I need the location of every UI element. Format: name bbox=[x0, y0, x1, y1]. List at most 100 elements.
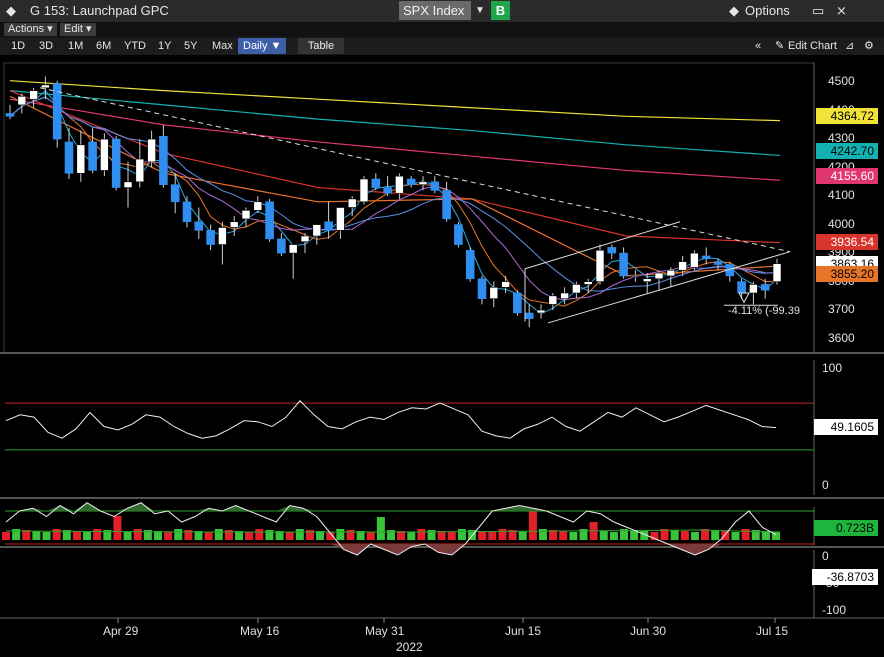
candle-body bbox=[206, 230, 215, 245]
volume-bar bbox=[630, 530, 639, 540]
volume-bar bbox=[336, 529, 345, 540]
volume-bar bbox=[316, 531, 325, 540]
range-3d[interactable]: 3D bbox=[39, 40, 54, 52]
price-label: 3936.54 bbox=[816, 234, 878, 250]
volume-bar bbox=[143, 530, 152, 540]
period-dropdown[interactable]: Daily ▼ bbox=[238, 38, 286, 54]
volume-bar bbox=[741, 529, 750, 540]
volume-bar bbox=[690, 532, 699, 540]
rsi-axis-100: 100 bbox=[822, 361, 843, 375]
volume-bar bbox=[133, 529, 142, 540]
volume-bar bbox=[478, 531, 487, 540]
volume-bar bbox=[447, 532, 456, 540]
candle-body bbox=[737, 281, 746, 294]
volume-bar bbox=[457, 529, 466, 540]
volume-bar bbox=[245, 532, 254, 540]
volume-bar bbox=[437, 531, 446, 540]
volume-bar bbox=[366, 532, 375, 540]
candle-body bbox=[371, 178, 381, 188]
price-tick: 4100 bbox=[828, 188, 855, 203]
volume-bar bbox=[113, 516, 122, 540]
range-toolbar bbox=[0, 37, 884, 55]
candle-body bbox=[265, 201, 274, 240]
volume-bar bbox=[42, 532, 51, 540]
close-icon[interactable]: ⨯ bbox=[836, 3, 847, 18]
chart-settings-icon[interactable]: ⊿ bbox=[845, 40, 855, 52]
candle-body bbox=[595, 249, 605, 282]
range-1m[interactable]: 1M bbox=[68, 40, 84, 52]
candle-body bbox=[100, 138, 109, 171]
edit-label: Edit bbox=[64, 23, 83, 35]
range-ytd[interactable]: YTD bbox=[124, 40, 146, 52]
osc-oversold-fill bbox=[6, 502, 776, 511]
price-panel-frame bbox=[3, 62, 815, 354]
x-tick-may16: May 16 bbox=[240, 624, 280, 638]
volume-bar bbox=[731, 532, 740, 540]
volume-bar bbox=[174, 529, 183, 540]
range-5y[interactable]: 5Y bbox=[184, 40, 198, 52]
chart-menu-icon[interactable]: ⚙ bbox=[864, 40, 874, 52]
candle-body bbox=[300, 235, 310, 242]
volume-bar bbox=[488, 532, 497, 540]
volume-bar bbox=[640, 531, 649, 540]
osc-overbought-fill bbox=[6, 544, 776, 555]
volume-bar bbox=[761, 531, 770, 540]
volume-bar bbox=[93, 529, 102, 540]
range-6m[interactable]: 6M bbox=[96, 40, 112, 52]
volume-bar bbox=[518, 531, 527, 540]
edit-menu[interactable]: Edit ▾ bbox=[60, 23, 96, 36]
volume-bar bbox=[427, 530, 436, 540]
volume-bar bbox=[52, 529, 61, 540]
chart-area[interactable] bbox=[0, 55, 884, 657]
short-moving-average-line bbox=[9, 96, 778, 292]
x-tick-jun30: Jun 30 bbox=[630, 624, 667, 638]
candle-body bbox=[88, 141, 97, 171]
price-tick: 4300 bbox=[828, 131, 855, 146]
price-label: 3855.20 bbox=[816, 266, 878, 282]
candle-body bbox=[336, 207, 345, 231]
volume-bar bbox=[12, 529, 21, 540]
range-1y[interactable]: 1Y bbox=[158, 40, 172, 52]
security-badge[interactable]: B bbox=[491, 1, 510, 20]
volume-bar bbox=[22, 530, 31, 540]
edit-pencil-icon[interactable]: ✎ bbox=[775, 40, 785, 52]
volume-bar bbox=[660, 529, 669, 540]
candle-body bbox=[29, 90, 38, 100]
volume-bar bbox=[387, 530, 395, 540]
range-max[interactable]: Max bbox=[212, 40, 233, 52]
candle-body bbox=[548, 295, 558, 305]
collapse-icon[interactable]: « bbox=[755, 40, 762, 52]
volume-bar bbox=[711, 530, 720, 540]
volume-bar bbox=[569, 532, 578, 540]
candle-body bbox=[678, 261, 687, 271]
volume-value: 0.723B bbox=[814, 520, 878, 536]
channel-lower-line bbox=[547, 251, 791, 324]
volume-bar bbox=[549, 530, 558, 540]
restore-icon[interactable]: ▭ bbox=[812, 3, 825, 18]
volume-bar bbox=[275, 531, 284, 540]
actions-menu[interactable]: Actions ▾ bbox=[4, 23, 57, 36]
symbol-dropdown-icon[interactable]: ▼ bbox=[475, 5, 485, 16]
price-label: 4364.72 bbox=[816, 108, 878, 124]
options-menu[interactable]: Options bbox=[745, 3, 790, 18]
volume-bar bbox=[680, 531, 689, 540]
volume-bar bbox=[184, 530, 193, 540]
volume-bar bbox=[295, 529, 304, 540]
short-moving-average-line bbox=[9, 96, 778, 301]
x-tick-jul15: Jul 15 bbox=[756, 624, 789, 638]
edit-chart-button[interactable]: Edit Chart bbox=[788, 40, 837, 52]
candle-body bbox=[359, 178, 369, 203]
candle-body bbox=[159, 135, 168, 186]
candle-body bbox=[713, 261, 723, 265]
range-1d[interactable]: 1D bbox=[11, 40, 26, 52]
diamond-icon[interactable]: ◆ bbox=[6, 3, 16, 18]
candle-body bbox=[501, 281, 510, 288]
volume-bar bbox=[255, 529, 264, 540]
volume-bar bbox=[285, 532, 294, 540]
options-diamond-icon[interactable]: ◆ bbox=[729, 3, 739, 18]
symbol-field[interactable]: SPX Index bbox=[399, 1, 471, 20]
table-button[interactable]: Table bbox=[298, 38, 344, 54]
moving-average-line bbox=[9, 98, 781, 181]
dashed-trendline bbox=[39, 87, 791, 253]
volume-bar bbox=[772, 532, 780, 540]
